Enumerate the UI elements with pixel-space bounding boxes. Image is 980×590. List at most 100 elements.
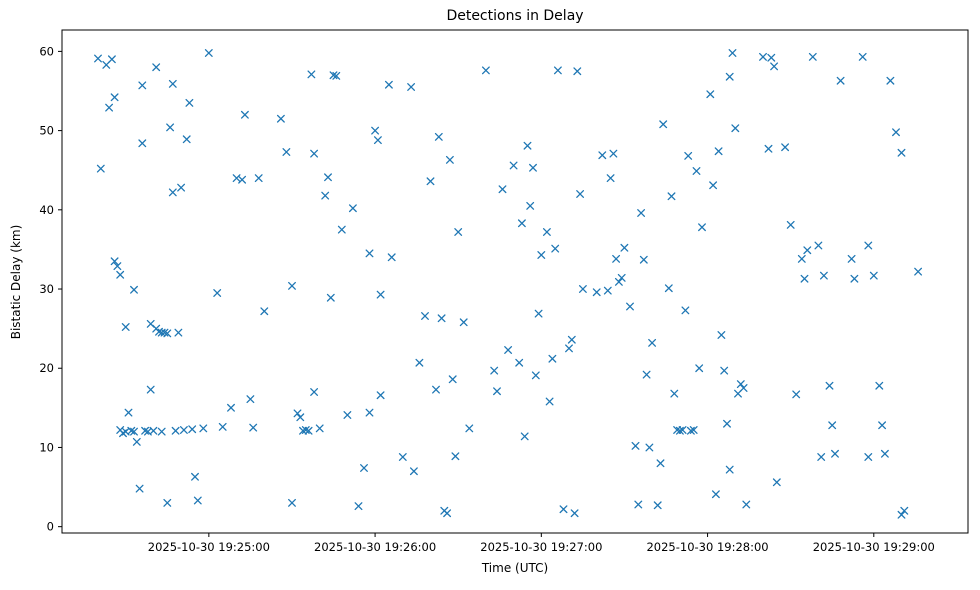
scatter-point [398,453,407,461]
scatter-point [723,419,731,428]
scatter-point [409,467,418,476]
scatter-point [847,254,856,263]
scatter-point [764,144,773,153]
scatter-point [808,52,817,61]
scatter-point [825,381,834,390]
scatter-point [517,219,526,228]
scatter-point [354,502,363,511]
scatter-point [592,288,601,297]
scatter-point [116,270,125,279]
scatter-point [365,408,374,417]
scatter-point [626,302,634,311]
scatter-point [343,411,352,419]
y-tick-label: 40 [39,203,54,217]
scatter-point [656,459,665,468]
scatter-point [529,163,537,172]
scatter-point [105,103,114,112]
scatter-point [121,323,130,331]
scatter-point [739,384,748,392]
scatter-point [551,244,560,253]
scatter-point [493,387,501,396]
scatter-point [900,506,909,515]
scatter-point [218,422,227,431]
scatter-point [324,173,332,182]
x-tick-label: 2025-10-30 19:27:00 [480,540,602,554]
scatter-point [664,284,673,293]
scatter-point [828,421,837,430]
scatter-point [163,498,172,507]
scatter-point [819,271,828,280]
scatter-point [531,371,540,380]
scatter-point [260,307,269,316]
x-axis-label: Time (UTC) [481,561,549,575]
scatter-point [520,432,529,441]
scatter-point [445,155,454,164]
scatter-point [443,509,452,518]
scatter-point [182,135,191,144]
scatter-point [384,80,393,89]
scatter-point [193,496,202,505]
chart-title: Detections in Delay [446,8,584,24]
scatter-point [545,397,554,406]
scatter-point [706,90,715,99]
scatter-point [326,293,335,302]
scatter-point [670,389,679,398]
scatter-point [609,149,618,158]
scatter-point [130,427,138,436]
scatter-point [631,441,640,450]
scatter-point [814,241,823,250]
scatter-point [684,151,693,160]
scatter-point [617,273,626,282]
scatter-point [634,500,643,509]
scatter-point [454,228,463,236]
scatter-point [498,185,507,194]
scatter-point [612,254,621,263]
scatter-point [725,72,734,81]
scatter-point [714,147,723,156]
scatter-point [504,346,513,354]
scatter-point [185,98,194,107]
scatter-point [803,246,812,255]
x-tick-label: 2025-10-30 19:29:00 [813,540,935,554]
scatter-point [570,509,579,518]
scatter-point [371,126,380,135]
scatter-point [481,66,490,75]
scatter-point [692,167,701,175]
scatter-point [759,52,767,61]
scatter-point [163,329,172,338]
scatter-point [490,366,499,375]
scatter-point [96,164,105,173]
scatter-point [653,501,662,510]
scatter-point [667,192,676,201]
scatter-point [138,139,147,148]
scatter-point [897,148,906,157]
scatter-point [149,426,158,435]
scatter-point [407,83,416,91]
scatter-point [360,464,368,472]
x-tick-label: 2025-10-30 19:28:00 [646,540,768,554]
scatter-point [573,67,582,76]
scatter-point [772,478,781,487]
scatter-point [639,255,648,264]
scatter-point [373,136,382,145]
plot-border [61,29,969,534]
scatter-point [770,62,779,71]
scatter-point [720,366,729,375]
scatter-point [914,267,923,276]
scatter-point [736,380,745,389]
scatter-point [465,424,474,433]
scatter-point [637,209,646,217]
scatter-point [432,385,440,394]
scatter-point [523,141,532,150]
scatter-point [880,449,889,458]
scatter-point [459,318,468,327]
scatter-point [886,76,895,85]
scatter-point [288,498,296,507]
scatter-point [315,424,324,433]
scatter-point [709,181,718,190]
scatter-point [213,289,222,297]
scatter-point [191,472,199,481]
scatter-point [606,174,615,183]
scatter-point [199,424,208,433]
